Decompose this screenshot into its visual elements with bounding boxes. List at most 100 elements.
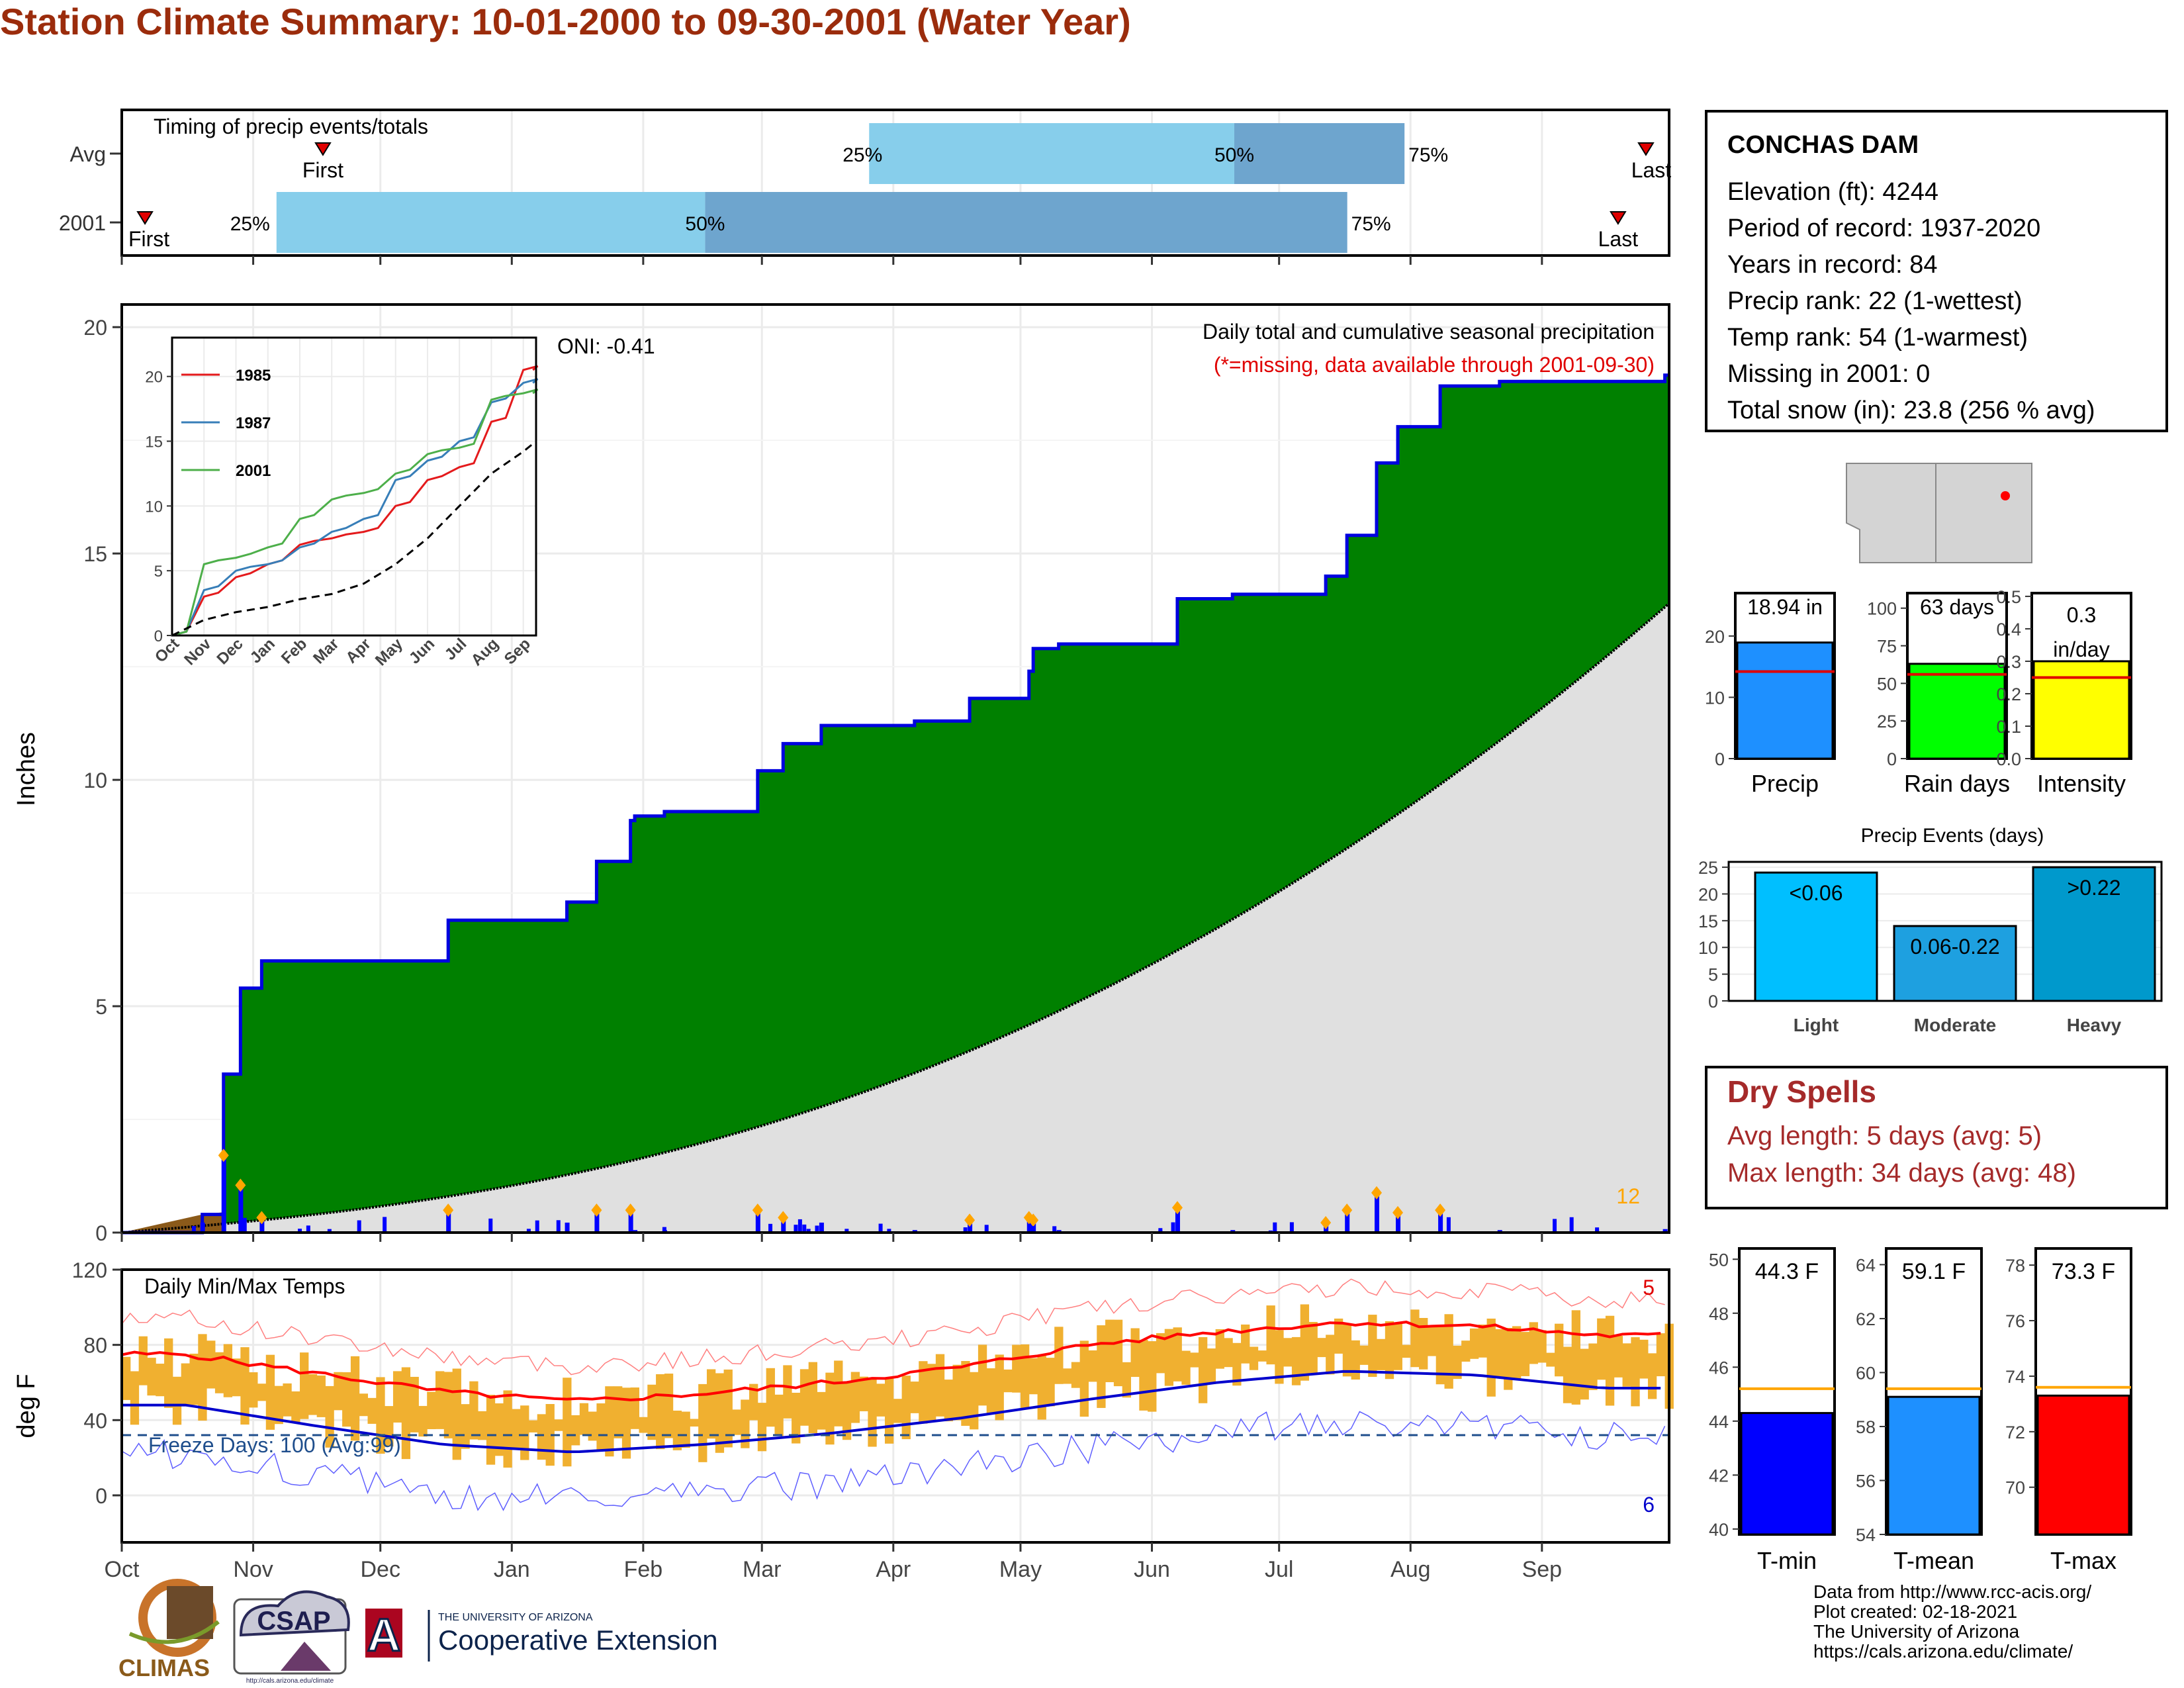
event-category-label: Heavy <box>2067 1015 2122 1035</box>
record-min-count: 6 <box>1643 1493 1655 1517</box>
daily-temp-range-bar <box>1410 1309 1420 1368</box>
inset-ytick-label: 20 <box>145 369 163 387</box>
timing-row-label: Avg <box>69 142 106 166</box>
summary-value-label: 0.3 <box>2067 603 2096 627</box>
event-bar <box>1754 871 1878 1002</box>
temp-summary-ytick-label: 64 <box>1856 1255 1876 1275</box>
daily-precip-bar <box>844 1229 849 1233</box>
temp-summary-bar <box>1740 1412 1834 1536</box>
dry-spells-avg: Avg length: 5 days (avg: 5) <box>1727 1121 2042 1150</box>
daily-precip-bar <box>298 1229 302 1233</box>
state-locator-map <box>1846 463 2032 563</box>
daily-precip-bar <box>1158 1228 1163 1233</box>
daily-precip-point <box>1435 1203 1446 1217</box>
daily-temp-range-bar <box>214 1352 224 1393</box>
month-label: Jul <box>1265 1557 1293 1582</box>
page-title: Station Climate Summary: 10-01-2000 to 0… <box>0 1 1131 42</box>
daily-temp-range-bar <box>1173 1327 1182 1382</box>
first-event-marker <box>314 142 332 156</box>
daily-temp-range-bar <box>1249 1346 1259 1370</box>
daily-temp-range-bar <box>189 1353 199 1405</box>
event-category-label: Moderate <box>1914 1015 1996 1035</box>
daily-temp-range-bar <box>528 1420 538 1432</box>
daily-temp-range-bar <box>494 1403 504 1456</box>
daily-precip-point <box>752 1203 763 1217</box>
daily-temp-range-bar <box>410 1376 419 1432</box>
summary-ytick-label: 0.2 <box>1996 684 2021 704</box>
cumulative-precip-line <box>122 373 1669 1235</box>
daily-temp-range-bar <box>1275 1330 1284 1384</box>
daily-temp-range-bar <box>1232 1342 1242 1386</box>
precip-ytick-label: 20 <box>83 316 107 340</box>
daily-temp-range-bar <box>1368 1315 1377 1378</box>
daily-temp-range-bar <box>1495 1329 1504 1378</box>
events-ytick-label: 0 <box>1708 992 1718 1011</box>
missing-note: (*=missing, data available through 2001-… <box>1214 353 1655 377</box>
station-info-box: CONCHAS DAM Elevation (ft): 4244 Period … <box>1705 110 2168 432</box>
daily-precip-bar <box>1171 1222 1175 1233</box>
month-label: Jun <box>1134 1557 1170 1582</box>
daily-temp-range-bar <box>1656 1333 1666 1377</box>
daily-precip-bar <box>526 1229 531 1233</box>
daily-temp-range-bar <box>1156 1333 1165 1374</box>
temp-summary-ytick-label: 42 <box>1709 1466 1729 1485</box>
daily-temp-range-bar <box>1308 1322 1318 1374</box>
daily-temp-range-bar <box>579 1403 589 1435</box>
daily-temp-range-bar <box>715 1373 725 1453</box>
daily-temp-range-bar <box>1097 1325 1106 1408</box>
temp-summary-value-label: 44.3 F <box>1755 1259 1819 1284</box>
temp-summary-ytick-label: 60 <box>1856 1363 1876 1383</box>
daily-temp-range-bar <box>1444 1314 1453 1389</box>
daily-temp-range-bar <box>1402 1344 1411 1358</box>
summary-ytick-label: 0 <box>1887 749 1897 769</box>
record-max-count: 5 <box>1643 1276 1655 1299</box>
daily-temp-range-bar <box>427 1391 436 1429</box>
daily-precip-bar <box>1438 1210 1443 1233</box>
daily-precip-bar <box>200 1222 205 1233</box>
inset-border <box>171 336 537 637</box>
climas-logo-text: CLIMAS <box>118 1654 210 1681</box>
daily-temp-range-bar <box>698 1383 707 1462</box>
inset-series-line <box>171 388 539 637</box>
csap-url: http://cals.arizona.edu/climate <box>246 1677 334 1685</box>
precip-caption: Daily total and cumulative seasonal prec… <box>1203 320 1655 344</box>
daily-temp-range-bar <box>766 1368 775 1427</box>
station-years: Years in record: 84 <box>1727 251 1938 279</box>
daily-temp-range-bar <box>334 1372 343 1411</box>
daily-precip-bar <box>1662 1229 1668 1233</box>
daily-precip-bar <box>806 1229 811 1233</box>
cumulative-precip-area <box>122 375 1669 1233</box>
daily-precip-point <box>1320 1215 1332 1229</box>
station-location-dot <box>2001 491 2010 500</box>
station-missing: Missing in 2001: 0 <box>1727 360 1931 388</box>
temp-panel-border <box>120 1268 1670 1544</box>
daily-temp-range-bar <box>554 1419 563 1431</box>
month-label: Nov <box>233 1557 273 1582</box>
last-event-marker <box>1637 142 1655 156</box>
daily-precip-bar <box>1052 1226 1057 1233</box>
timing-title: Timing of precip events/totals <box>154 115 428 138</box>
daily-temp-range-bar <box>656 1374 665 1450</box>
average-cumulative-area <box>122 603 1669 1233</box>
daily-temp-range-bar <box>647 1384 657 1440</box>
daily-temp-range-bar <box>1046 1358 1055 1407</box>
daily-precip-bar <box>768 1223 773 1233</box>
temp-ylabel: deg F <box>13 1374 40 1438</box>
daily-temp-range-bar <box>240 1347 250 1425</box>
csap-logo <box>233 1590 350 1675</box>
daily-temp-range-bar <box>1105 1319 1115 1383</box>
precip-ytick-label: 15 <box>83 542 107 566</box>
inset-legend-label: 1985 <box>236 367 271 385</box>
daily-temp-range-bar <box>792 1392 801 1444</box>
daily-temp-range-bar <box>1563 1346 1572 1403</box>
last-event-marker <box>1610 211 1627 225</box>
timing-bar-early <box>869 123 1235 184</box>
daily-precip-bar <box>1375 1192 1380 1233</box>
month-label: Dec <box>360 1557 400 1582</box>
daily-temp-range-bar <box>995 1354 1004 1421</box>
daily-precip-bar <box>781 1217 786 1233</box>
timing-panel-border <box>120 109 1670 257</box>
inset-ytick-label: 15 <box>145 434 163 451</box>
daily-temp-range-bar <box>1605 1315 1615 1406</box>
daily-temp-range-bar <box>1266 1305 1275 1365</box>
